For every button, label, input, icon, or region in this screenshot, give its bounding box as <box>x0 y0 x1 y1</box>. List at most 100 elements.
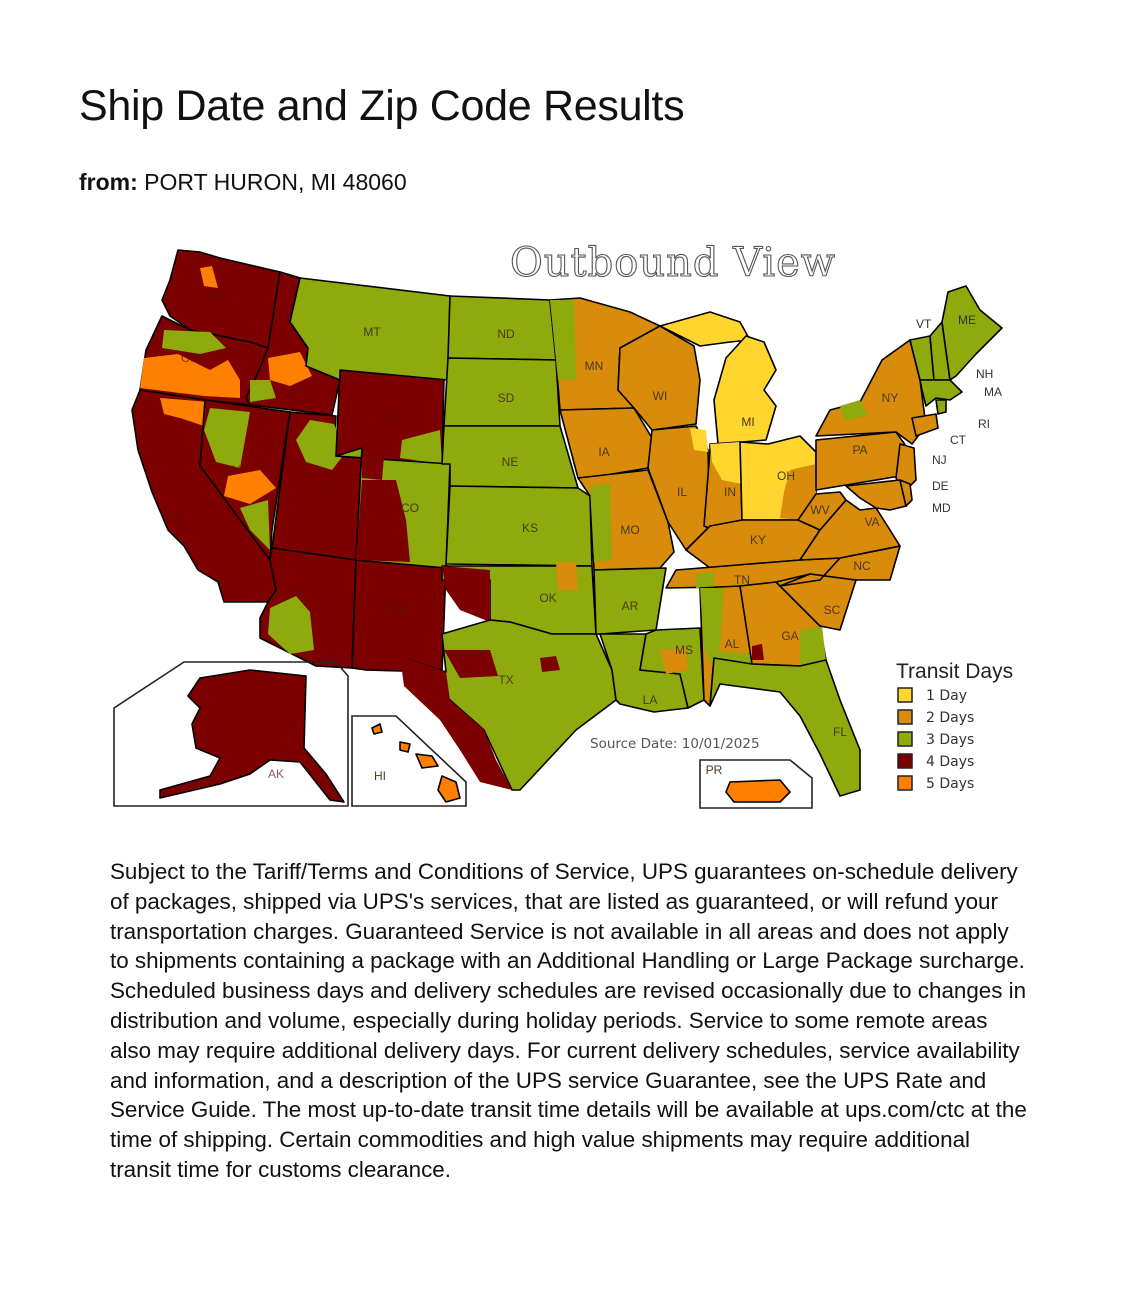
state-label-ms: MS <box>675 643 693 657</box>
state-label-wv: WV <box>810 503 829 517</box>
state-label-nd: ND <box>497 327 515 341</box>
state-label-tx: TX <box>498 673 513 687</box>
state-CT[interactable] <box>911 413 939 437</box>
state-MA[interactable] <box>919 379 963 407</box>
state-label-nj: NJ <box>932 453 947 467</box>
state-OK[interactable] <box>441 562 597 635</box>
state-HI[interactable] <box>371 723 461 803</box>
state-label-pa: PA <box>852 443 867 457</box>
legend-swatch-1 <box>897 687 913 703</box>
state-label-ia: IA <box>598 445 609 459</box>
state-label-la: LA <box>643 693 658 707</box>
state-label-de: DE <box>932 479 949 493</box>
state-TX[interactable] <box>400 619 617 791</box>
inset-puerto-rico <box>699 759 813 809</box>
state-MI[interactable] <box>659 311 777 445</box>
state-AR[interactable] <box>593 567 667 635</box>
state-label-vt: VT <box>916 317 932 331</box>
state-label-nh: NH <box>976 367 993 381</box>
state-label-ak: AK <box>268 767 284 781</box>
state-WI[interactable] <box>617 325 701 431</box>
state-FL[interactable] <box>709 657 861 797</box>
state-SC[interactable] <box>775 573 857 631</box>
state-CA[interactable] <box>131 389 277 603</box>
state-label-ut: UT <box>310 477 327 491</box>
legend: Transit Days 1 Day 2 Days 3 Days 4 Days 5 Da… <box>896 660 1013 792</box>
state-label-ct: CT <box>950 433 967 447</box>
state-label-ks: KS <box>522 521 538 535</box>
state-AK[interactable] <box>159 669 345 803</box>
state-NC[interactable] <box>779 545 901 587</box>
state-label-al: AL <box>725 637 740 651</box>
state-MN[interactable] <box>549 297 661 411</box>
state-OR[interactable] <box>139 315 269 406</box>
state-IA[interactable] <box>559 407 653 479</box>
legend-label-3: 3 Days <box>926 732 974 748</box>
state-label-tn: TN <box>734 573 750 587</box>
state-label-wa: WA <box>209 289 228 303</box>
legend-label-4: 4 Days <box>926 754 974 770</box>
state-label-mi: MI <box>741 415 754 429</box>
state-CO[interactable] <box>335 447 451 569</box>
state-NV[interactable] <box>199 399 291 561</box>
state-ID[interactable] <box>245 271 341 416</box>
map-title: Outbound View <box>510 240 836 286</box>
state-label-va: VA <box>864 515 879 529</box>
state-label-ar: AR <box>622 599 639 613</box>
state-IN[interactable] <box>703 441 743 533</box>
state-RI[interactable] <box>935 399 947 415</box>
state-label-mo: MO <box>620 523 639 537</box>
legend-label-2: 2 Days <box>926 710 974 726</box>
state-WY[interactable] <box>335 369 445 465</box>
state-WV[interactable] <box>797 491 847 531</box>
state-NM[interactable] <box>351 559 447 673</box>
state-DE[interactable] <box>899 479 913 507</box>
state-label-ky: KY <box>750 533 766 547</box>
legend-swatch-3 <box>897 731 913 747</box>
state-label-ga: GA <box>781 629 798 643</box>
state-label-co: CO <box>401 501 419 515</box>
state-labels: WA OR CA ID NV UT AZ NM WY CO MT ND SD NE KS OK TX MN IA MO… <box>164 289 1002 783</box>
origin-line: from: PORT HURON, MI 48060 <box>79 169 407 196</box>
legend-swatch-2 <box>897 709 913 725</box>
state-label-pr: PR <box>706 763 723 777</box>
inset-alaska <box>113 661 349 807</box>
state-MS[interactable] <box>639 627 705 709</box>
page-title: Ship Date and Zip Code Results <box>79 82 685 130</box>
state-label-il: IL <box>677 485 687 499</box>
state-label-ri: RI <box>978 417 990 431</box>
state-label-ok: OK <box>539 591 556 605</box>
state-label-md: MD <box>932 501 951 515</box>
legend-swatch-4 <box>897 753 913 769</box>
state-label-or: OR <box>181 351 199 365</box>
state-label-ca: CA <box>164 511 181 525</box>
state-label-mn: MN <box>585 359 604 373</box>
state-label-wy: WY <box>380 411 399 425</box>
transit-map: Outbound View <box>100 230 1040 820</box>
state-label-ma: MA <box>984 385 1002 399</box>
state-PR[interactable] <box>725 779 791 803</box>
state-KS[interactable] <box>445 485 593 567</box>
state-MO[interactable] <box>577 469 675 571</box>
state-label-nv: NV <box>224 463 241 477</box>
state-label-nc: NC <box>853 559 871 573</box>
legend-label-1: 1 Day <box>926 688 967 704</box>
disclaimer-text: Subject to the Tariff/Terms and Conditio… <box>110 859 1027 1182</box>
state-label-id: ID <box>288 385 300 399</box>
state-label-wi: WI <box>653 389 668 403</box>
origin-value: PORT HURON, MI 48060 <box>144 169 407 195</box>
state-label-in: IN <box>724 485 736 499</box>
state-label-me: ME <box>958 313 976 327</box>
state-label-mt: MT <box>363 325 381 339</box>
state-label-nm: NM <box>387 601 406 615</box>
state-label-oh: OH <box>777 469 795 483</box>
state-label-ne: NE <box>502 455 519 469</box>
state-ME[interactable] <box>941 285 1003 381</box>
legend-title: Transit Days <box>896 660 1013 683</box>
state-NY[interactable] <box>815 339 927 445</box>
source-date: Source Date: 10/01/2025 <box>590 736 760 752</box>
state-AZ[interactable] <box>259 547 357 669</box>
origin-label: from: <box>79 169 138 195</box>
state-label-ny: NY <box>882 391 899 405</box>
state-label-az: AZ <box>290 585 305 599</box>
